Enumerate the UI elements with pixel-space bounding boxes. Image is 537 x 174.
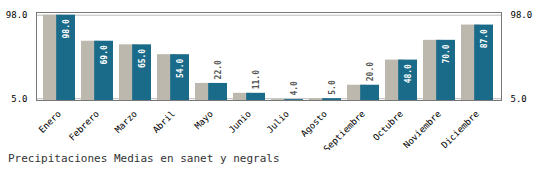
- svg-text:Abril: Abril: [151, 109, 177, 135]
- svg-text:Diciembre: Diciembre: [439, 109, 481, 150]
- svg-text:Agosto: Agosto: [299, 109, 329, 139]
- html-text:Precipitaciones Medias en sane: Precipitaciones Medias en sanet y negral…: [8, 152, 280, 165]
- svg-text:Junio: Junio: [227, 109, 253, 135]
- svg-text:Noviembre: Noviembre: [401, 109, 443, 150]
- svg-text:5.0: 5.0: [511, 94, 527, 104]
- svg-text:20.0: 20.0: [366, 62, 375, 81]
- svg-text:Marzo: Marzo: [113, 109, 139, 135]
- svg-text:54.0: 54.0: [176, 59, 185, 78]
- svg-text:5.0: 5.0: [328, 80, 337, 95]
- svg-text:98.0: 98.0: [511, 10, 533, 20]
- svg-text:Octubre: Octubre: [371, 109, 405, 143]
- svg-text:87.0: 87.0: [480, 29, 489, 48]
- svg-text:22.0: 22.0: [214, 60, 223, 79]
- svg-text:48.0: 48.0: [404, 64, 413, 83]
- svg-text:11.0: 11.0: [252, 70, 261, 89]
- svg-text:Julio: Julio: [265, 109, 291, 135]
- svg-text:65.0: 65.0: [138, 49, 147, 68]
- svg-text:70.0: 70.0: [442, 44, 451, 63]
- svg-text:98.0: 98.0: [62, 19, 71, 38]
- svg-text:98.0: 98.0: [6, 10, 28, 20]
- svg-text:Septiembre: Septiembre: [322, 109, 367, 150]
- svg-text:Mayo: Mayo: [193, 109, 215, 131]
- svg-text:Febrero: Febrero: [67, 109, 101, 143]
- svg-text:5.0: 5.0: [11, 94, 27, 104]
- svg-text:Enero: Enero: [37, 109, 63, 135]
- svg-text:4.0: 4.0: [290, 81, 299, 96]
- svg-text:69.0: 69.0: [100, 45, 109, 64]
